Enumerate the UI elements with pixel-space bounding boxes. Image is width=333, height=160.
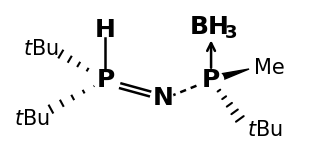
Text: H: H	[95, 18, 116, 42]
Text: BH: BH	[189, 15, 229, 39]
Ellipse shape	[93, 70, 118, 90]
Text: $\it{t}$Bu: $\it{t}$Bu	[14, 108, 49, 128]
Ellipse shape	[153, 89, 173, 108]
Text: N: N	[153, 86, 173, 110]
Text: P: P	[202, 68, 220, 92]
Text: P: P	[96, 68, 115, 92]
Text: 3: 3	[225, 24, 237, 42]
Ellipse shape	[198, 70, 224, 90]
Polygon shape	[210, 69, 249, 84]
Text: $\it{t}$Bu: $\it{t}$Bu	[247, 120, 283, 140]
Text: Me: Me	[254, 58, 285, 78]
Text: $\it{t}$Bu: $\it{t}$Bu	[23, 39, 59, 59]
